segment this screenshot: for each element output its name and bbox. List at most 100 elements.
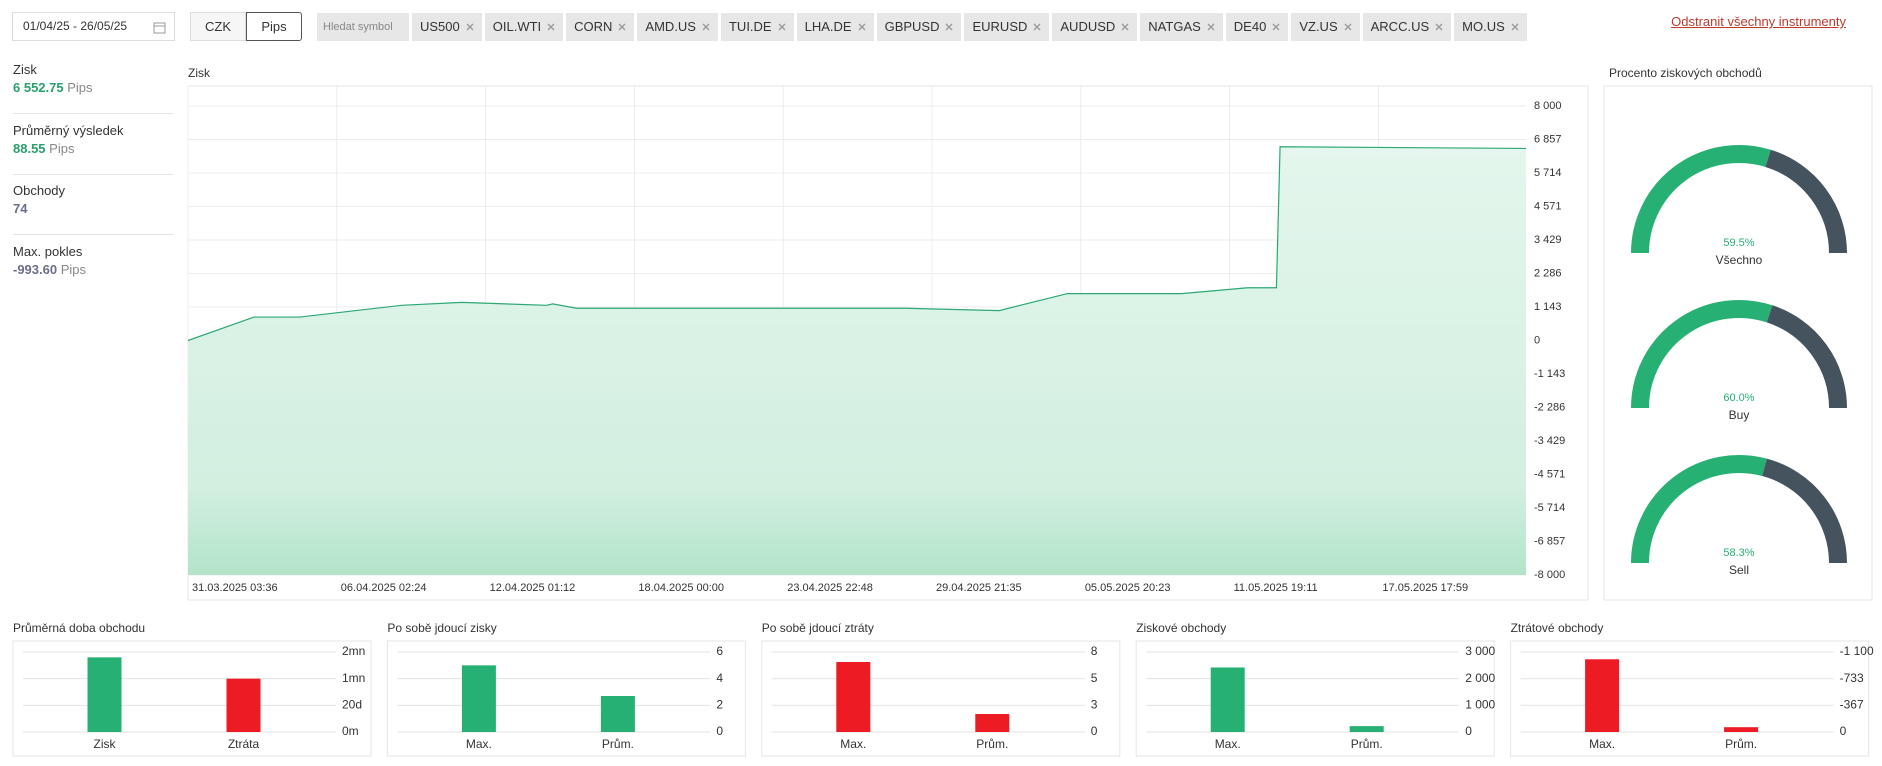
instrument-chip[interactable]: US500 (412, 13, 482, 41)
instrument-name: CORN (574, 19, 613, 34)
gauge-value-arc (1631, 300, 1773, 409)
bar-chart-frame (12, 640, 372, 757)
instrument-chip[interactable]: LHA.DE (796, 13, 874, 41)
gauge-category: Sell (1729, 563, 1749, 577)
bar (1585, 659, 1620, 732)
instrument-chip[interactable]: AMD.US (637, 13, 718, 41)
stat-label: Zisk (13, 62, 37, 77)
remove-icon[interactable] (466, 23, 474, 31)
bar (226, 678, 261, 732)
unit-button[interactable]: Pips (246, 12, 302, 41)
remove-icon[interactable] (1272, 23, 1280, 31)
instrument-chip[interactable]: GBPUSD (876, 13, 962, 41)
unit-button[interactable]: CZK (190, 12, 246, 41)
remove-icon[interactable] (1121, 23, 1129, 31)
instrument-chip[interactable]: VZ.US (1291, 13, 1360, 41)
bar (1349, 726, 1384, 732)
x-tick-label: Zisk (94, 737, 117, 751)
x-tick-label: 17.05.2025 17:59 (1382, 582, 1468, 594)
date-range[interactable]: 01/04/25 - 26/05/25 (12, 12, 175, 41)
instrument-name: US500 (420, 19, 460, 34)
y-tick-label: -3 429 (1534, 435, 1565, 447)
instrument-chip[interactable]: NATGAS (1140, 13, 1223, 41)
instrument-name: AMD.US (645, 19, 696, 34)
y-tick-label: 2mn (342, 644, 365, 658)
gauge-rest-arc (1766, 305, 1847, 409)
x-tick-label: 29.04.2025 21:35 (936, 582, 1022, 594)
bar (1210, 667, 1245, 732)
remove-cross (702, 23, 710, 31)
bar (1724, 727, 1759, 732)
instrument-chip[interactable]: DE40 (1225, 13, 1289, 41)
y-tick-label: 20d (342, 698, 362, 712)
instrument-chip[interactable]: EURUSD (964, 13, 1050, 41)
instrument-chip[interactable]: CORN (566, 13, 635, 41)
instrument-name: DE40 (1233, 19, 1267, 34)
stat-label: Obchody (13, 183, 66, 198)
remove-cross (1344, 23, 1352, 31)
instrument-name: TUI.DE (728, 19, 772, 34)
instrument-chip[interactable]: AUDUSD (1052, 13, 1138, 41)
remove-icon[interactable] (1207, 23, 1215, 31)
remove-icon[interactable] (618, 23, 626, 31)
y-tick-label: 3 (1091, 697, 1098, 711)
stat-value-row: 6 552.75 Pips (13, 80, 173, 95)
y-tick-label: 0 (716, 724, 723, 738)
y-tick-label: -733 (1840, 671, 1864, 685)
remove-cross (858, 23, 866, 31)
x-tick-label: 11.05.2025 19:11 (1234, 582, 1318, 594)
clear-all-link[interactable]: Odstranit všechny instrumenty (1671, 14, 1846, 29)
stat-value: 74 (13, 201, 28, 216)
remove-cross (1033, 23, 1041, 31)
bar (975, 714, 1010, 732)
remove-icon[interactable] (1435, 23, 1443, 31)
remove-icon[interactable] (1033, 23, 1041, 31)
instrument-name: LHA.DE (804, 19, 852, 34)
remove-icon[interactable] (945, 23, 953, 31)
y-tick-label: 1 000 (1465, 698, 1495, 712)
separator (13, 234, 173, 235)
y-tick-label: 4 (716, 671, 723, 685)
y-tick-label: 3 429 (1534, 234, 1562, 246)
remove-cross (466, 23, 474, 31)
instrument-chip[interactable]: ARCC.US (1362, 13, 1452, 41)
gauge-frame (1603, 85, 1873, 601)
instrument-name: MO.US (1462, 19, 1505, 34)
remove-icon[interactable] (1344, 23, 1352, 31)
stat-unit: Pips (67, 80, 93, 95)
y-tick-label: 1mn (342, 671, 365, 685)
remove-cross (1207, 23, 1215, 31)
y-tick-label: -367 (1840, 697, 1864, 711)
y-tick-label: 4 571 (1534, 200, 1562, 212)
remove-cross (618, 23, 626, 31)
remove-cross (778, 23, 786, 31)
x-tick-label: 12.04.2025 01:12 (490, 582, 576, 594)
instrument-chip[interactable]: MO.US (1454, 13, 1527, 41)
x-tick-label: Prům. (1351, 737, 1383, 751)
y-tick-label: 5 (1091, 671, 1098, 685)
remove-icon[interactable] (778, 23, 786, 31)
x-tick-label: Max. (1215, 737, 1241, 751)
remove-icon[interactable] (547, 23, 555, 31)
instrument-name: AUDUSD (1060, 19, 1116, 34)
remove-icon[interactable] (858, 23, 866, 31)
instrument-chip[interactable]: TUI.DE (720, 13, 794, 41)
search-box[interactable]: Hledat symbol (317, 13, 409, 41)
stat: Průměrný výsledek 88.55 Pips (13, 123, 173, 156)
remove-icon[interactable] (702, 23, 710, 31)
y-tick-label: 6 857 (1534, 133, 1562, 145)
y-tick-label: -6 857 (1534, 535, 1565, 547)
separator (13, 174, 173, 175)
x-tick-label: 05.05.2025 20:23 (1085, 582, 1171, 594)
y-tick-label: -8 000 (1534, 569, 1565, 581)
x-tick-label: Prům. (602, 737, 634, 751)
remove-icon[interactable] (1511, 23, 1519, 31)
calendar-icon (153, 22, 166, 34)
y-tick-label: 0 (1840, 724, 1847, 738)
instrument-name: EURUSD (972, 19, 1028, 34)
instrument-chip[interactable]: OIL.WTI (484, 13, 564, 41)
remove-cross (547, 23, 555, 31)
y-tick-label: 2 000 (1465, 671, 1495, 685)
stat-label: Průměrný výsledek (13, 123, 124, 138)
y-tick-label: -2 286 (1534, 401, 1565, 413)
